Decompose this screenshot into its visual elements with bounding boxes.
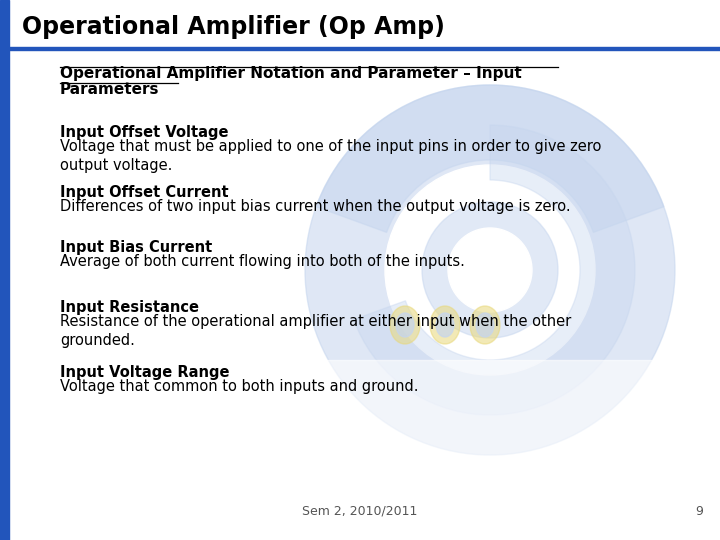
Ellipse shape (390, 306, 420, 344)
Text: 9: 9 (695, 505, 703, 518)
Text: Sem 2, 2010/2011: Sem 2, 2010/2011 (302, 505, 418, 518)
Text: Operational Amplifier (Op Amp): Operational Amplifier (Op Amp) (22, 15, 445, 39)
Text: Input Resistance: Input Resistance (60, 300, 199, 315)
Ellipse shape (470, 306, 500, 344)
Circle shape (305, 85, 675, 455)
Circle shape (422, 202, 558, 338)
Text: Average of both current flowing into both of the inputs.: Average of both current flowing into bot… (60, 254, 465, 269)
Text: Parameters: Parameters (60, 82, 160, 97)
Text: Voltage that must be applied to one of the input pins in order to give zero
outp: Voltage that must be applied to one of t… (60, 139, 601, 173)
Ellipse shape (476, 313, 494, 337)
Text: Operational Amplifier Notation and Parameter – Input: Operational Amplifier Notation and Param… (60, 66, 522, 81)
Ellipse shape (430, 306, 460, 344)
Text: Input Voltage Range: Input Voltage Range (60, 365, 230, 380)
Circle shape (448, 228, 532, 312)
Text: Input Bias Current: Input Bias Current (60, 240, 212, 255)
Ellipse shape (396, 313, 414, 337)
Bar (9, 47, 720, 50)
Bar (0, 0, 9, 540)
Text: Voltage that common to both inputs and ground.: Voltage that common to both inputs and g… (60, 379, 418, 394)
Text: Differences of two input bias current when the output voltage is zero.: Differences of two input bias current wh… (60, 199, 571, 214)
Text: Resistance of the operational amplifier at either input when the other
grounded.: Resistance of the operational amplifier … (60, 314, 571, 348)
Circle shape (385, 165, 595, 375)
Bar (100, 360, 660, 480)
Wedge shape (354, 125, 635, 415)
Ellipse shape (436, 313, 454, 337)
Text: Input Offset Current: Input Offset Current (60, 185, 229, 200)
Text: Input Offset Voltage: Input Offset Voltage (60, 125, 228, 140)
Wedge shape (316, 85, 664, 232)
